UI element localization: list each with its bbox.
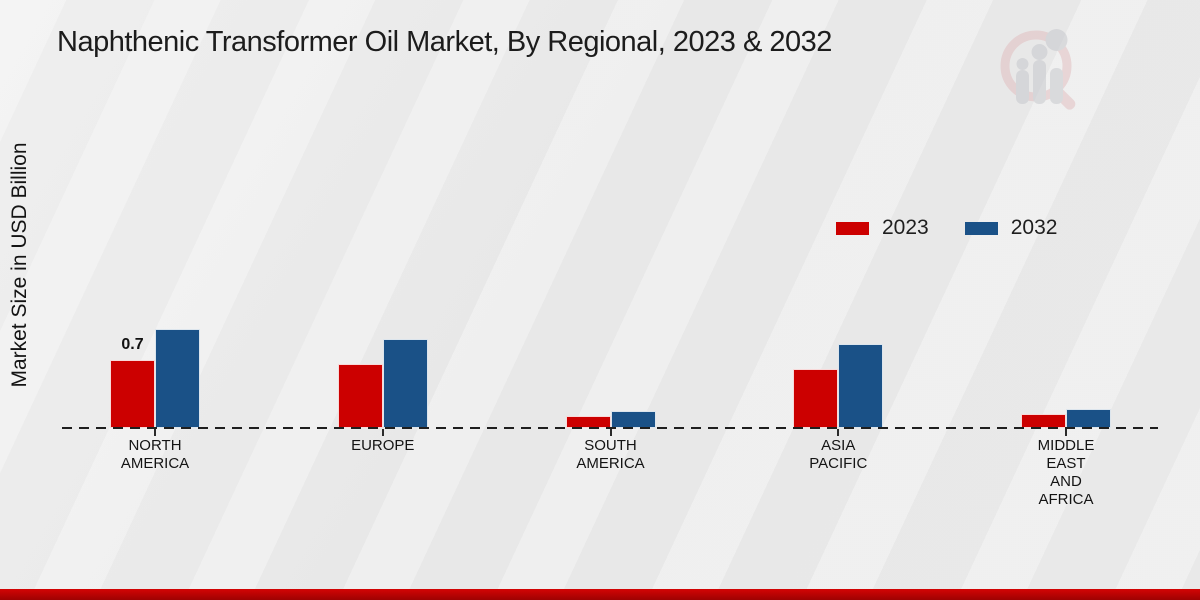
bar-2032-middle-east-and-africa <box>1066 409 1111 428</box>
bar-2032-north-america <box>155 329 200 428</box>
footer-brand-bar <box>0 589 1200 600</box>
x-axis-label-north-america: NORTH AMERICA <box>120 437 190 472</box>
x-axis-label-south-america: SOUTH AMERICA <box>576 437 645 472</box>
chart-legend: 2023 2032 <box>836 216 1057 240</box>
x-axis-dashed-baseline <box>62 427 1158 429</box>
legend-item-2032: 2032 <box>964 216 1058 240</box>
data-label-2023-north-america: 0.7 <box>121 336 144 353</box>
market-research-future-logo <box>1000 29 1076 110</box>
x-axis-tick-south-america <box>609 429 612 436</box>
bar-2023-asia-pacific <box>793 369 839 428</box>
legend-label-2023: 2023 <box>882 216 929 239</box>
bar-2032-europe <box>382 339 428 428</box>
x-axis-label-asia-pacific: ASIA PACIFIC <box>809 437 868 472</box>
chart-title: Naphthenic Transformer Oil Market, By Re… <box>57 26 832 58</box>
legend-swatch-2023 <box>836 221 869 235</box>
x-axis-tick-europe <box>381 429 384 436</box>
legend-label-2032: 2032 <box>1010 216 1058 239</box>
legend-item-2023: 2023 <box>836 216 929 240</box>
x-axis-label-middle-east-and-africa: MIDDLE EAST AND AFRICA <box>1037 437 1095 508</box>
bar-2023-europe <box>337 364 383 428</box>
legend-swatch-2032 <box>964 221 998 235</box>
bar-2023-north-america <box>110 360 155 428</box>
x-axis-tick-asia-pacific <box>837 429 840 436</box>
x-axis-label-europe: EUROPE <box>351 437 415 454</box>
bar-2032-asia-pacific <box>838 344 884 428</box>
x-axis-tick-north-america <box>154 429 156 436</box>
bar-2023-middle-east-and-africa <box>1021 414 1066 428</box>
x-axis-tick-middle-east-and-africa <box>1065 429 1067 436</box>
bar-2032-south-america <box>610 411 656 428</box>
